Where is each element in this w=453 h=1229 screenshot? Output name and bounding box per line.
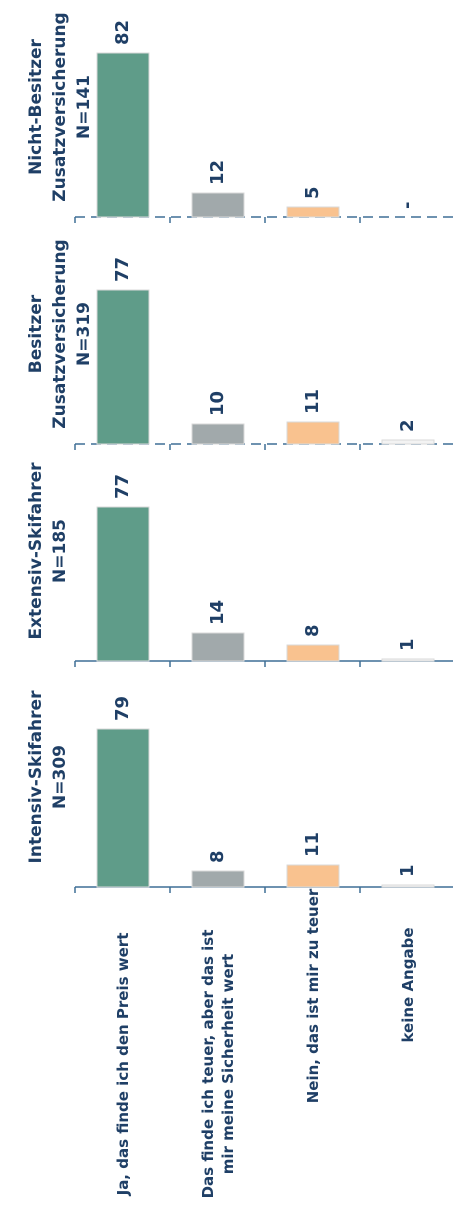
panel-title: Intensiv-Skifahrer bbox=[26, 690, 46, 864]
panel-title: Extensiv-Skifahrer bbox=[26, 462, 46, 640]
data-label: 10 bbox=[207, 391, 228, 416]
category-label: Nein, das ist mir zu teuer bbox=[304, 888, 322, 1104]
data-label: 77 bbox=[112, 257, 133, 282]
panel-title: Nicht-Besitzer bbox=[26, 38, 46, 174]
panel-title: Zusatzversicherung bbox=[50, 12, 70, 201]
bar bbox=[96, 52, 150, 218]
bar bbox=[191, 632, 245, 662]
bar bbox=[381, 658, 435, 662]
data-label: 1 bbox=[397, 638, 418, 651]
bar bbox=[286, 864, 340, 888]
data-label: 5 bbox=[302, 186, 323, 199]
bar bbox=[286, 206, 340, 218]
data-label: 8 bbox=[302, 624, 323, 637]
data-label: 12 bbox=[207, 160, 228, 185]
bar bbox=[191, 870, 245, 888]
bar bbox=[286, 421, 340, 445]
data-label: 82 bbox=[112, 20, 133, 45]
bar bbox=[381, 884, 435, 888]
bar bbox=[96, 289, 150, 445]
bar bbox=[381, 439, 435, 445]
bar bbox=[96, 728, 150, 888]
bar bbox=[191, 192, 245, 218]
data-label: 11 bbox=[302, 832, 323, 857]
category-label: Das finde ich teuer, aber das ist mir me… bbox=[199, 929, 237, 1199]
data-label: 2 bbox=[397, 419, 418, 432]
data-label: 8 bbox=[207, 850, 228, 863]
panel-title: Besitzer bbox=[26, 294, 46, 373]
category-label: keine Angabe bbox=[399, 927, 417, 1043]
panel-title: N=185 bbox=[50, 519, 70, 583]
panel-title: Zusatzversicherung bbox=[50, 239, 70, 428]
data-label: 11 bbox=[302, 389, 323, 414]
category-label: Ja, das finde ich den Preis wert bbox=[114, 932, 132, 1196]
panel-title: N=319 bbox=[74, 302, 94, 366]
panel-title: N=309 bbox=[50, 745, 70, 809]
bar bbox=[96, 506, 150, 662]
data-label: - bbox=[397, 202, 418, 209]
data-label: 77 bbox=[112, 474, 133, 499]
panel-title: N=141 bbox=[74, 75, 94, 139]
bar bbox=[286, 644, 340, 662]
data-label: 79 bbox=[112, 696, 133, 721]
data-label: 1 bbox=[397, 864, 418, 877]
bar bbox=[191, 423, 245, 445]
data-label: 14 bbox=[207, 600, 228, 625]
